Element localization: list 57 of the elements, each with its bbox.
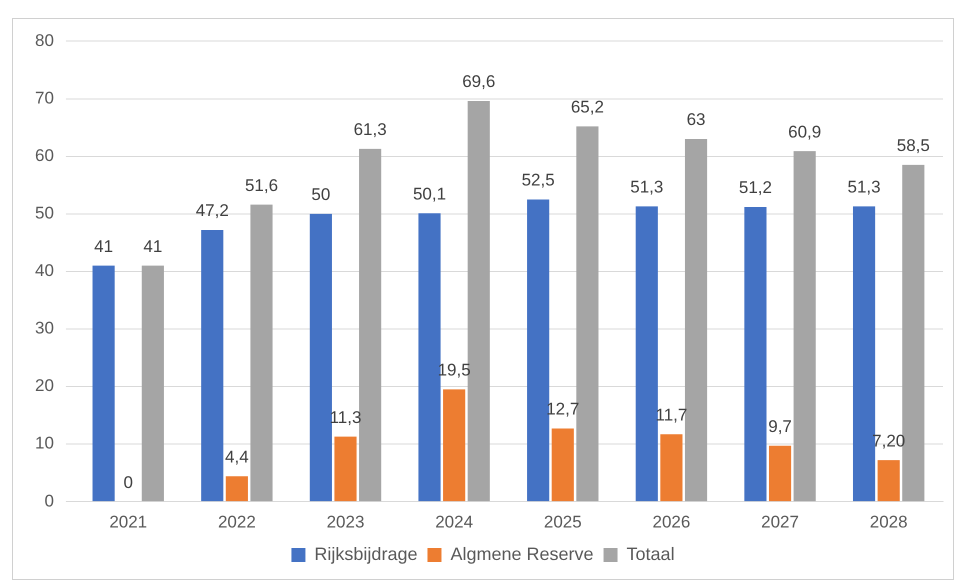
y-tick-label: 60 — [34, 146, 54, 165]
bar — [552, 428, 574, 502]
bar — [684, 139, 708, 502]
data-label: 69,6 — [462, 72, 496, 92]
data-label: 50 — [311, 185, 330, 204]
x-tick-label: 2023 — [326, 512, 364, 532]
y-tick-label: 30 — [34, 318, 54, 338]
bar — [359, 148, 382, 502]
bar — [636, 206, 658, 502]
legend-label: Totaal — [626, 544, 675, 564]
bar — [226, 476, 248, 502]
data-label: 51,2 — [738, 178, 772, 198]
x-tick-label: 2022 — [218, 512, 256, 532]
bar — [794, 151, 816, 502]
data-label: 65,2 — [570, 98, 604, 117]
bar — [201, 230, 224, 502]
bar — [878, 460, 900, 502]
legend-label: Algmene Reserve — [450, 544, 594, 564]
y-tick-label: 50 — [34, 204, 54, 223]
data-label: 0 — [123, 472, 133, 492]
data-label: 9,7 — [768, 416, 792, 436]
bar — [334, 436, 357, 502]
legend-label: Rijksbijdrage — [314, 544, 418, 564]
data-label: 51,3 — [630, 178, 664, 197]
bar — [92, 266, 115, 502]
data-label: 50,1 — [412, 184, 446, 204]
y-tick-label: 20 — [34, 376, 54, 396]
data-label: 61,3 — [354, 120, 387, 140]
data-label: 51,3 — [848, 178, 881, 197]
bar — [142, 266, 164, 502]
bar — [443, 389, 466, 502]
x-tick-label: 2024 — [435, 512, 474, 532]
data-label: 51,6 — [244, 176, 278, 195]
x-tick-label: 2025 — [544, 512, 582, 532]
bar — [310, 214, 332, 502]
data-label: 4,4 — [225, 447, 249, 466]
bar — [660, 434, 682, 502]
data-label: 41 — [94, 236, 114, 256]
x-tick-label: 2026 — [652, 512, 690, 532]
y-tick-label: 0 — [44, 491, 54, 510]
x-tick-label: 2028 — [870, 512, 908, 532]
bar — [768, 446, 792, 502]
y-tick-label: 70 — [34, 88, 54, 108]
data-label: 58,5 — [896, 136, 930, 156]
data-label: 60,9 — [788, 122, 822, 142]
data-label: 47,2 — [196, 201, 229, 220]
bar — [250, 204, 273, 502]
y-tick-label: 40 — [34, 261, 54, 280]
bar — [744, 206, 766, 502]
y-tick-label: 10 — [34, 434, 54, 453]
data-label: 63 — [686, 110, 706, 130]
x-tick-label: 2021 — [109, 512, 148, 532]
data-label: 41 — [143, 236, 162, 256]
y-tick-label: 80 — [34, 30, 54, 50]
bar — [527, 199, 550, 502]
data-label: 52,5 — [522, 170, 555, 190]
x-tick-label: 2027 — [761, 512, 799, 532]
